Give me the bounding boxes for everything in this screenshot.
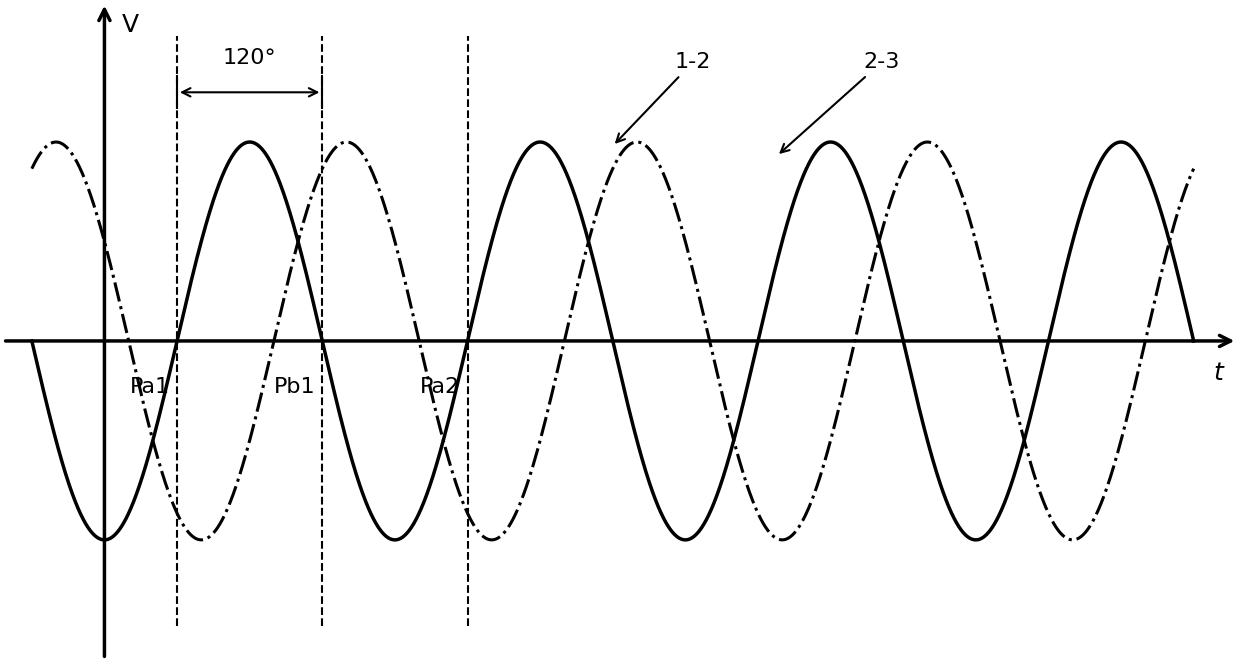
Text: V: V — [122, 13, 139, 36]
Text: Pa1: Pa1 — [130, 377, 170, 397]
Text: 2-3: 2-3 — [781, 52, 899, 152]
Text: Pa2: Pa2 — [420, 377, 460, 397]
Text: t: t — [1213, 361, 1223, 385]
Text: 1-2: 1-2 — [616, 52, 711, 142]
Text: 120°: 120° — [223, 48, 277, 68]
Text: Pb1: Pb1 — [273, 377, 315, 397]
